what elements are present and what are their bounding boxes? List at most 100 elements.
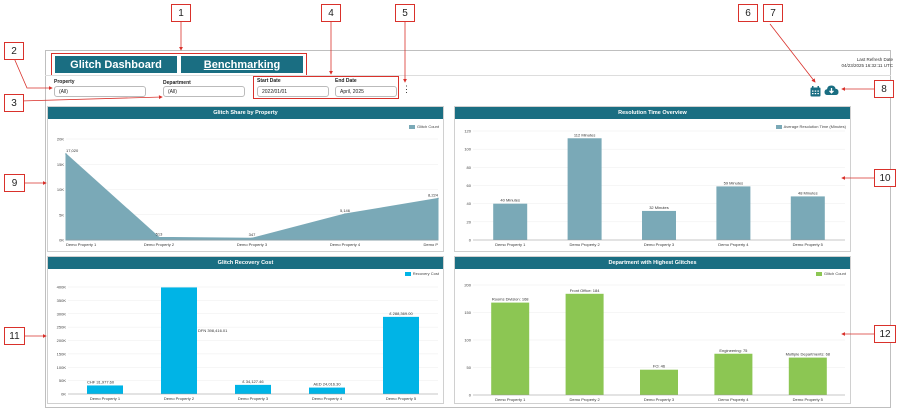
callout-9: 9 [4,174,25,192]
recovery-cost-panel: Glitch Recovery Cost Recovery Cost 400K 3… [47,256,444,404]
resolution-time-panel: Resolution Time Overview Average Resolut… [454,106,851,252]
glitch-share-legend: Glitch Count [408,124,439,129]
header-divider [45,75,891,76]
bar [161,287,197,394]
bar [714,353,753,395]
x-tick-label: Demo Property 4 [312,396,343,401]
property-filter[interactable]: (All) [54,86,146,97]
calendar-icon[interactable] [810,84,821,97]
x-tick-label: Demo Property 1 [495,397,526,402]
y-tick-label: 150K [57,351,67,356]
y-tick-label: 100 [464,147,471,152]
bar [235,384,271,394]
y-tick-label: 50K [59,378,66,383]
recovery-cost-legend: Recovery Cost [404,271,439,276]
department-glitches-legend: Glitch Count [815,271,846,276]
bar [716,186,751,240]
data-point [158,236,160,239]
x-tick-label: Demo Property 2 [569,242,600,247]
callout-1: 1 [171,4,191,22]
data-label: Engineering: 75 [719,348,748,353]
date-range-highlight [253,76,399,99]
x-tick-label: Demo Property 2 [144,242,175,247]
resolution-time-chart: 120 100 80 60 40 20 0 40 Minutes Demo Property 1… [464,129,845,247]
data-label: AED 24,016.30 [313,382,341,387]
data-label: CHF 31,977.60 [87,379,115,384]
resolution-time-title: Resolution Time Overview [455,107,850,119]
y-tick-label: 80 [467,165,472,170]
last-refresh-label: Last Refresh Date [856,57,893,62]
x-tick-label: Demo Property 2 [164,396,195,401]
x-tick-label: Demo Property 1 [90,396,121,401]
end-date-field[interactable]: April, 2025 [335,86,397,97]
start-date-field[interactable]: 2022/01/01 [257,86,329,97]
bar [87,385,123,394]
data-label: Rooms Division: 168 [492,297,529,302]
y-tick-label: 40 [467,201,472,206]
data-label: £ 34,127.46 [242,379,264,384]
bar [491,302,530,395]
callout-8: 8 [874,80,894,98]
y-tick-label: 200 [464,283,471,288]
end-date-label: End Date [335,78,357,84]
callout-2: 2 [4,42,24,60]
data-label: 17,020 [66,148,79,153]
department-glitches-title: Department with Highest Glitches [455,257,850,269]
x-tick-label: Demo Property 3 [644,397,675,402]
x-tick-label: Demo Property 4 [330,242,361,247]
y-tick-label: 150 [464,310,471,315]
y-tick-label: 100K [57,365,67,370]
x-tick-label: Demo Property 1 [495,242,526,247]
cloud-download-icon[interactable] [824,83,839,95]
y-tick-label: 200K [57,338,67,343]
y-tick-label: 0K [61,392,66,397]
tab-benchmarking[interactable]: Benchmarking [181,56,303,73]
more-options-button[interactable]: ⋮ [402,84,411,94]
y-tick-label: 300K [57,311,67,316]
data-point [65,153,67,155]
y-tick-label: 20K [57,137,64,142]
data-label: Multiple Departments: 68 [786,352,831,357]
property-filter-label: Property [54,79,75,85]
data-point [437,197,439,200]
callout-6: 6 [738,4,758,22]
callout-3: 3 [4,94,24,112]
department-glitches-chart: 200 150 100 50 0 Rooms Division: 168 Demo Prop… [464,283,845,402]
bar [565,293,604,395]
glitch-share-legend-label: Glitch Count [416,124,439,129]
data-label: 48 Minutes [798,190,818,195]
start-date-label: Start Date [257,78,281,84]
department-glitches-panel: Department with Highest Glitches Glitch … [454,256,851,404]
glitch-share-chart: 20K 15K 10K 5K 0K 17,020 Demo Property 1 513 Dem… [57,137,439,247]
data-label: Front Office: 184 [570,288,600,293]
y-tick-label: 10K [57,187,64,192]
x-tick-label: Demo Property 1 [66,242,97,247]
data-label: 112 Minutes [574,132,596,137]
bar [567,138,602,240]
bar [383,316,419,394]
bar [309,387,345,394]
y-tick-label: 5K [59,212,64,217]
resolution-time-legend: Average Resolution Time (Minutes) [775,124,846,129]
bar [642,210,676,240]
y-tick-label: 20 [467,219,472,224]
bar [493,203,528,240]
y-tick-label: 50 [467,365,472,370]
callout-10: 10 [874,169,896,187]
data-label: FO: 46 [653,364,666,369]
data-label: 40 Minutes [500,198,520,203]
x-tick-label: Demo Property 5 [793,397,824,402]
x-tick-label: Demo P [424,242,439,247]
data-label: 8,224 [428,192,439,197]
data-label: 513 [156,231,163,236]
x-tick-label: Demo Property 2 [569,397,600,402]
x-tick-label: Demo Property 5 [793,242,824,247]
data-label: £ 288,369.00 [389,311,413,316]
callout-12: 12 [874,325,896,343]
department-filter[interactable]: (All) [163,86,245,97]
data-label: 5,146 [340,208,351,213]
tab-glitch-dashboard[interactable]: Glitch Dashboard [55,56,177,73]
department-glitches-legend-label: Glitch Count [823,271,846,276]
x-tick-label: Demo Property 4 [718,242,749,247]
y-tick-label: 0 [469,238,472,243]
